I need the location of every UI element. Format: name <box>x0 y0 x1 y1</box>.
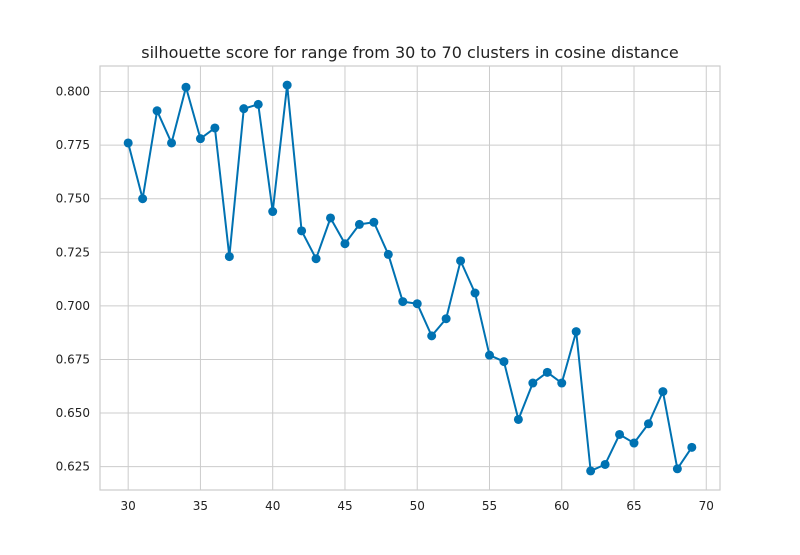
y-tick-label: 0.750 <box>56 192 90 206</box>
y-tick-label: 0.625 <box>56 460 90 474</box>
x-tick-label: 35 <box>193 499 208 513</box>
data-point <box>195 134 205 144</box>
data-point <box>224 252 234 262</box>
data-point <box>340 239 350 249</box>
data-point <box>513 414 523 424</box>
y-tick-label: 0.725 <box>56 245 90 259</box>
data-point <box>297 226 307 236</box>
x-tick-label: 55 <box>482 499 497 513</box>
x-tick-label: 45 <box>337 499 352 513</box>
data-point <box>484 350 494 360</box>
data-point <box>239 104 249 114</box>
data-point <box>643 419 653 429</box>
data-point <box>282 80 292 90</box>
data-point <box>412 299 422 309</box>
x-tick-label: 50 <box>410 499 425 513</box>
data-point <box>123 138 133 148</box>
data-point <box>268 207 278 217</box>
series-line <box>127 84 693 472</box>
plot-frame <box>99 65 721 491</box>
x-axis-ticks: 30 35 40 45 50 55 60 65 70 <box>121 499 714 513</box>
data-point <box>152 106 162 116</box>
y-tick-label: 0.700 <box>56 299 90 313</box>
data-point <box>138 194 148 204</box>
data-point <box>181 82 191 92</box>
data-point <box>427 331 437 341</box>
data-point <box>369 217 379 227</box>
data-point <box>456 256 466 266</box>
data-point <box>210 123 220 133</box>
data-point <box>542 367 552 377</box>
y-tick-label: 0.675 <box>56 352 90 366</box>
data-point <box>672 464 682 474</box>
x-tick-label: 70 <box>699 499 714 513</box>
y-axis-ticks: 0.625 0.650 0.675 0.700 0.725 0.750 0.775 0.800 <box>56 85 90 474</box>
data-point <box>354 219 364 229</box>
data-point <box>600 459 610 469</box>
x-tick-label: 30 <box>121 499 136 513</box>
plot-area <box>100 66 720 490</box>
y-tick-label: 0.800 <box>56 85 90 99</box>
data-point <box>658 387 668 397</box>
data-point <box>311 254 321 264</box>
data-point <box>470 288 480 298</box>
y-tick-label: 0.650 <box>56 406 90 420</box>
y-tick-label: 0.775 <box>56 138 90 152</box>
chart-title: silhouette score for range from 30 to 70… <box>141 43 679 62</box>
data-point <box>629 438 639 448</box>
data-point <box>167 138 177 148</box>
data-point <box>326 213 336 223</box>
x-tick-label: 65 <box>626 499 641 513</box>
data-point <box>441 314 451 324</box>
data-point <box>557 378 567 388</box>
data-point <box>586 466 596 476</box>
x-tick-label: 60 <box>554 499 569 513</box>
data-point <box>615 429 625 439</box>
data-point <box>499 357 509 367</box>
data-point <box>398 297 408 307</box>
x-tick-label: 40 <box>265 499 280 513</box>
data-point <box>528 378 538 388</box>
series-group <box>123 80 697 476</box>
data-point <box>253 99 263 109</box>
data-point <box>383 249 393 259</box>
data-point <box>571 327 581 337</box>
data-point <box>687 442 697 452</box>
gridlines <box>100 66 720 490</box>
